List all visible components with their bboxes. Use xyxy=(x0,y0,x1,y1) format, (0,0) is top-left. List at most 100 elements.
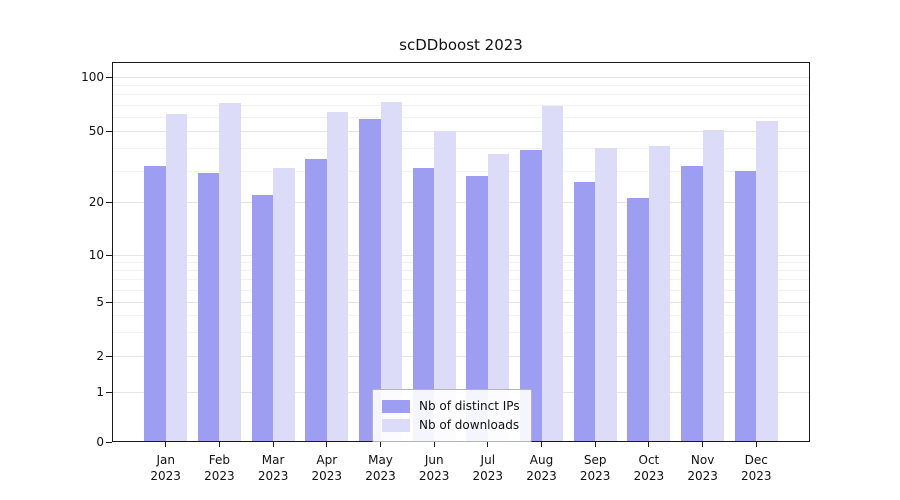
bar-distinct-ips-jun xyxy=(412,168,435,442)
y-tick-mark xyxy=(106,356,112,357)
bar-distinct-ips-oct xyxy=(627,198,649,442)
y-tick-mark xyxy=(106,131,112,132)
major-gridline xyxy=(112,255,810,256)
chart-title: scDDboost 2023 xyxy=(399,36,523,54)
plot-area xyxy=(112,62,810,442)
x-tick-month: Dec xyxy=(744,453,768,467)
bar-distinct-ips-nov xyxy=(681,165,703,442)
bar-downloads-dec xyxy=(756,120,778,442)
x-tick-month: May xyxy=(368,453,393,467)
x-tick-label-aug: Aug 2023 xyxy=(510,452,574,484)
minor-gridline xyxy=(112,315,810,317)
minor-gridline xyxy=(112,148,810,150)
minor-gridline xyxy=(112,94,810,96)
bar-distinct-ips-mar xyxy=(251,194,274,442)
x-tick-mark xyxy=(326,442,328,447)
x-tick-mark xyxy=(165,442,167,447)
x-tick-label-jun: Jun 2023 xyxy=(402,452,466,484)
x-tick-month: Oct xyxy=(638,453,660,467)
y-tick-mark xyxy=(106,255,112,256)
x-tick-label-dec: Dec 2023 xyxy=(724,452,788,484)
bar-distinct-ips-dec xyxy=(734,170,757,442)
legend-label: Nb of downloads xyxy=(419,418,520,432)
bar-downloads-sep xyxy=(595,148,617,442)
x-tick-month: Mar xyxy=(261,453,285,467)
minor-gridline xyxy=(112,279,810,281)
x-tick-label-mar: Mar 2023 xyxy=(241,452,305,484)
bar-downloads-jul xyxy=(487,154,510,442)
y-tick-mark xyxy=(106,442,112,443)
major-gridline xyxy=(112,302,810,303)
bar-distinct-ips-feb xyxy=(197,173,220,442)
bar-downloads-mar xyxy=(273,168,295,442)
x-tick-mark xyxy=(487,442,489,447)
x-tick-year: 2023 xyxy=(741,469,772,483)
minor-gridline xyxy=(112,262,810,264)
x-tick-month: Apr xyxy=(316,453,338,467)
x-tick-month: Jul xyxy=(480,453,496,467)
x-tick-month: Aug xyxy=(529,453,554,467)
bar-distinct-ips-sep xyxy=(573,181,596,442)
x-tick-label-apr: Apr 2023 xyxy=(295,452,359,484)
x-tick-mark xyxy=(648,442,650,447)
minor-gridline xyxy=(112,289,810,291)
x-tick-year: 2023 xyxy=(579,469,611,483)
bar-downloads-nov xyxy=(702,129,725,442)
x-tick-mark xyxy=(594,442,596,447)
minor-gridline xyxy=(112,85,810,87)
y-tick-label: 10 xyxy=(88,248,104,262)
x-tick-year: 2023 xyxy=(365,469,396,483)
y-tick-label: 50 xyxy=(88,124,104,138)
x-tick-label-oct: Oct 2023 xyxy=(617,452,681,484)
x-tick-label-sep: Sep 2023 xyxy=(563,452,627,484)
y-tick-label: 5 xyxy=(96,295,104,309)
major-gridline xyxy=(112,131,810,132)
bar-downloads-feb xyxy=(219,102,241,442)
x-tick-year: 2023 xyxy=(204,469,235,483)
bar-downloads-may xyxy=(380,101,402,442)
x-tick-year: 2023 xyxy=(472,469,504,483)
x-tick-label-nov: Nov 2023 xyxy=(671,452,735,484)
x-tick-month: Jan xyxy=(156,453,175,467)
x-tick-year: 2023 xyxy=(633,469,665,483)
x-tick-mark xyxy=(433,442,435,447)
bar-downloads-apr xyxy=(326,111,349,442)
y-tick-label: 2 xyxy=(96,349,104,363)
x-tick-year: 2023 xyxy=(311,469,343,483)
x-tick-label-jan: Jan 2023 xyxy=(134,452,198,484)
y-tick-label: 20 xyxy=(88,195,104,209)
legend-swatch xyxy=(382,399,410,413)
bar-distinct-ips-may xyxy=(359,119,381,442)
x-tick-month: Sep xyxy=(583,453,607,467)
x-tick-label-feb: Feb 2023 xyxy=(187,452,251,484)
x-tick-year: 2023 xyxy=(687,469,718,483)
y-tick-mark xyxy=(106,392,112,393)
bar-distinct-ips-aug xyxy=(520,150,542,442)
x-tick-year: 2023 xyxy=(526,469,557,483)
bar-downloads-jun xyxy=(434,131,456,442)
bar-distinct-ips-jul xyxy=(466,175,488,442)
minor-gridline xyxy=(112,116,810,118)
minor-gridline xyxy=(112,170,810,172)
bar-downloads-jan xyxy=(165,114,188,442)
x-tick-label-jul: Jul 2023 xyxy=(456,452,520,484)
legend-row: Nb of downloads xyxy=(382,416,520,434)
y-tick-label: 100 xyxy=(81,70,104,84)
x-tick-year: 2023 xyxy=(150,469,181,483)
x-tick-mark xyxy=(380,442,381,447)
minor-gridline xyxy=(112,270,810,272)
legend-label: Nb of distinct IPs xyxy=(419,399,520,413)
x-tick-mark xyxy=(541,442,542,447)
bar-downloads-aug xyxy=(541,105,563,442)
x-tick-year: 2023 xyxy=(418,469,450,483)
y-tick-label: 0 xyxy=(96,435,104,449)
x-tick-mark xyxy=(272,442,274,447)
bar-distinct-ips-apr xyxy=(305,158,327,442)
bar-distinct-ips-jan xyxy=(144,165,166,442)
x-tick-mark xyxy=(755,442,757,447)
x-tick-mark xyxy=(702,442,704,447)
x-tick-year: 2023 xyxy=(257,469,289,483)
minor-gridline xyxy=(112,332,810,334)
legend: Nb of distinct IPs Nb of downloads xyxy=(372,389,532,442)
